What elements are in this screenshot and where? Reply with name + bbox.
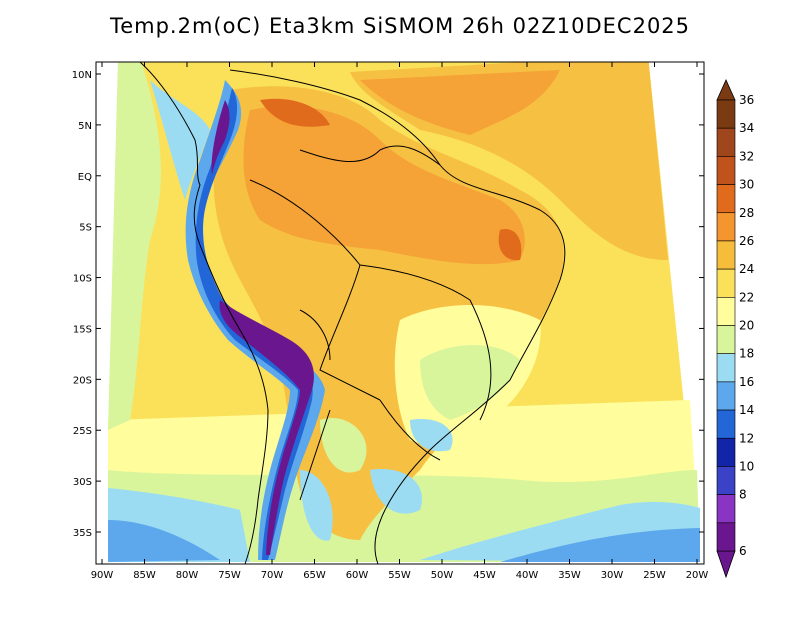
lon-label: 50W [431,570,454,581]
colorbar-label: 28 [739,206,754,220]
hotspot-north [260,98,330,127]
lon-label: 65W [303,570,326,581]
pacific-coastline [139,62,269,564]
andes-purple [219,300,314,555]
lat-label: 20S [73,375,92,386]
colorbar: 36 34 32 30 28 26 24 22 20 18 16 14 12 10 8 6 [716,79,754,579]
southwest-cooler [108,520,220,562]
patagonia-cool [300,470,333,541]
colorbar-swatch [716,522,736,552]
highlands-blue [410,419,453,452]
colorbar-swatch [716,494,736,524]
lon-label: 45W [473,570,496,581]
colorbar-swatch [716,325,736,354]
lat-label: 10S [73,274,92,285]
lat-label: 5S [79,223,92,234]
lat-label: 25S [73,426,92,437]
coastlines-borders [139,62,566,564]
highlands-green [420,345,520,420]
lon-label: 80W [176,570,199,581]
colorbar-label: 8 [739,488,747,502]
andes-north-purple [211,100,230,175]
colorbar-label: 26 [739,234,754,248]
lat-label: EQ [78,172,92,183]
colorbar-swatch [716,184,736,214]
pacific-cool-patch [150,80,210,200]
colorbar-swatch [716,156,736,185]
temperature-field [108,62,700,562]
colorbar-swatch [716,99,736,129]
border-6 [299,409,331,501]
colorbar-label: 22 [739,290,754,304]
atlantic-warmer [360,70,560,135]
colorbar-label: 6 [739,544,747,558]
colorbar-label: 24 [739,262,754,276]
lon-label: 75W [218,570,241,581]
lon-label: 40W [516,570,539,581]
southeast-cooler [500,528,700,562]
lon-label: 85W [133,570,156,581]
lon-label: 60W [346,570,369,581]
lat-label: 30S [73,477,92,488]
colorbar-swatch [716,381,736,411]
colorbar-label: 36 [739,93,754,107]
colorbar-label: 32 [739,149,754,163]
colorbar-label: 20 [739,319,754,333]
lat-label: 10N [72,70,92,81]
atlantic-coastline [229,69,566,564]
colorbar-swatch [716,297,736,326]
latitude-axis: 10N 5N EQ 5S 10S 15S 20S 25S 30S 35S [72,70,704,539]
colorbar-swatch [716,437,736,467]
lon-label: 55W [388,570,411,581]
lon-label: 20W [686,570,709,581]
amazon-hot [243,106,525,265]
colorbar-label: 12 [739,431,754,445]
longitude-axis: 90W 85W 80W 75W 70W 65W 60W 55W 50W 45W 40W 35W 30W 2… [91,62,709,581]
lat-label: 15S [73,324,92,335]
colorbar-label: 16 [739,375,754,389]
lon-label: 30W [601,570,624,581]
lat-label: 35S [73,528,92,539]
argentina-green [320,418,367,473]
colorbar-top-arrow [716,79,736,101]
lon-label: 25W [643,570,666,581]
colorbar-bottom-arrow [716,550,736,579]
hotspot-northeast [498,229,522,261]
pacific-green [108,62,161,430]
border-2 [319,264,381,401]
border-3 [299,309,331,361]
colorbar-label: 30 [739,178,754,192]
colorbar-label: 18 [739,347,754,361]
lon-label: 90W [91,570,114,581]
lat-label: 5N [78,121,92,132]
colorbar-swatch [716,353,736,383]
map-title: Temp.2m(oC) Eta3km SiSMOM 26h 02Z10DEC20… [109,14,691,38]
colorbar-label: 14 [739,403,754,417]
colorbar-label: 10 [739,459,754,473]
colorbar-swatch [716,409,736,439]
colorbar-swatch [716,127,736,157]
colorbar-swatch [716,212,736,242]
colorbar-swatch [716,466,736,495]
colorbar-label: 34 [739,121,754,135]
lon-label: 70W [261,570,284,581]
border-4 [379,399,441,461]
colorbar-swatch [716,268,736,298]
colorbar-swatch [716,240,736,270]
lon-label: 35W [558,570,581,581]
border-1 [249,179,492,421]
border-5 [299,145,441,166]
